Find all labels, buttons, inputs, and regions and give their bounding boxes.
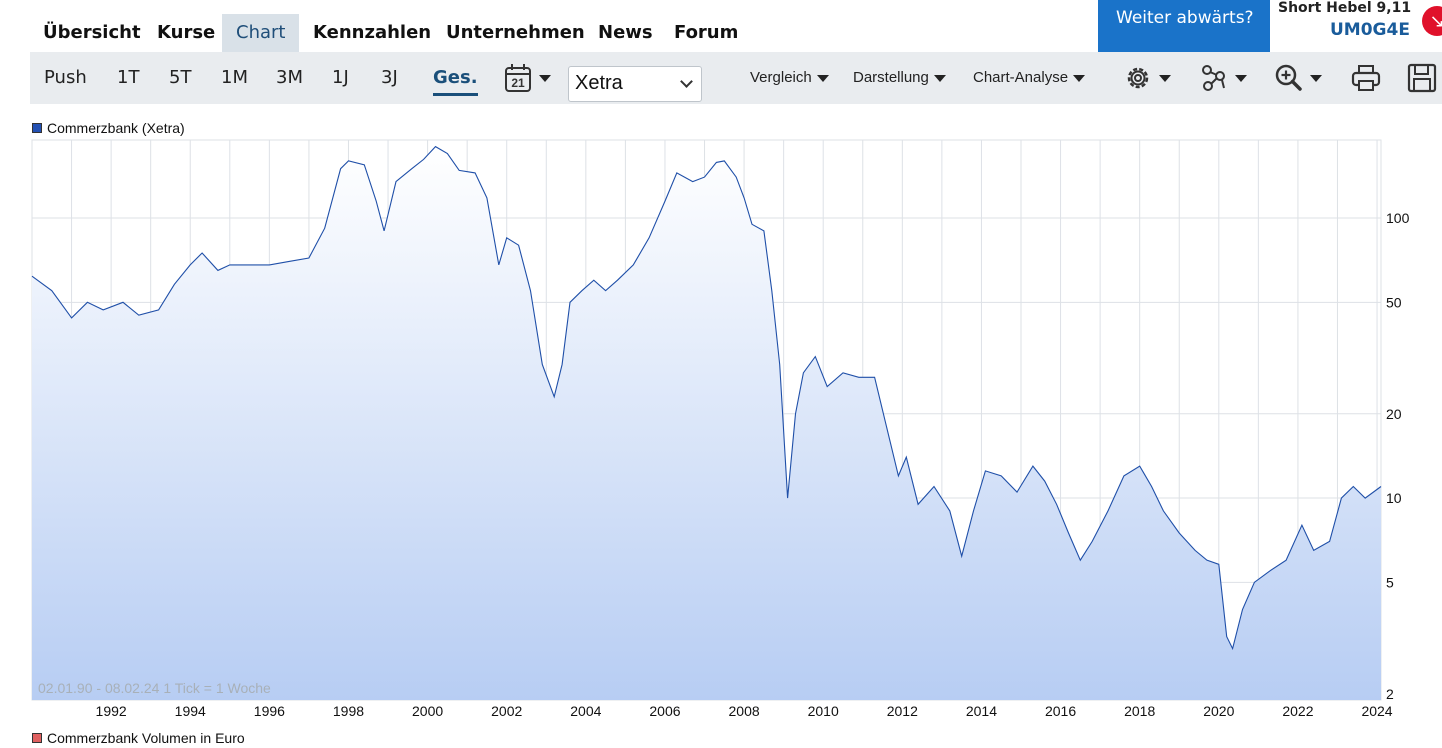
calendar-icon: 21 [505, 64, 531, 92]
x-tick-label: 1998 [333, 703, 364, 719]
series-name: Commerzbank (Xetra) [47, 120, 185, 136]
x-tick-label: 2000 [412, 703, 443, 719]
menu-chart-analyse-label: Chart-Analyse [973, 69, 1069, 86]
x-tick-label: 2010 [808, 703, 839, 719]
settings-icon [1127, 67, 1149, 89]
exchange-select[interactable]: Xetra [568, 66, 702, 102]
x-axis: 1992 1994 1996 1998 2000 2002 2004 2006 2008 2010… [96, 703, 1393, 719]
save-button[interactable] [1406, 62, 1438, 94]
y-tick-label: 20 [1386, 406, 1402, 422]
chevron-down-icon [680, 75, 693, 88]
chart-legend: Commerzbank (Xetra) [32, 120, 185, 136]
range-gesamt[interactable]: Ges. [433, 67, 478, 96]
main-navigation: Übersicht Kurse Chart Kennzahlen Unterne… [0, 0, 1442, 52]
promo-banner[interactable]: Weiter abwärts? [1098, 0, 1270, 52]
menu-chart-analyse[interactable]: Chart-Analyse [973, 69, 1086, 86]
y-axis: 100 50 20 10 5 2 [1386, 210, 1410, 702]
caret-down-icon [1159, 74, 1171, 82]
price-line [31, 145, 1382, 651]
y-tick-label: 5 [1386, 574, 1394, 590]
x-tick-label: 1992 [96, 703, 127, 719]
chart-toolbar: Push 1T 5T 1M 3M 1J 3J Ges. 21 Xetra Ver… [30, 52, 1442, 104]
product-code[interactable]: UM0G4E [1330, 20, 1410, 40]
caret-down-icon [1073, 74, 1086, 82]
range-1j[interactable]: 1J [332, 67, 349, 88]
trend-down-icon: ↘ [1422, 6, 1442, 36]
x-tick-label: 2018 [1124, 703, 1155, 719]
tab-unternehmen[interactable]: Unternehmen [446, 22, 585, 43]
caret-down-icon [933, 74, 946, 82]
range-1t[interactable]: 1T [117, 67, 140, 88]
promo-text[interactable]: Weiter abwärts? [1116, 8, 1254, 28]
tab-uebersicht[interactable]: Übersicht [43, 22, 141, 43]
settings-button[interactable] [1122, 62, 1171, 94]
x-tick-label: 2002 [491, 703, 522, 719]
caret-down-icon [816, 74, 829, 82]
tab-forum[interactable]: Forum [674, 22, 739, 43]
zoom-button[interactable] [1273, 62, 1322, 94]
tab-chart[interactable]: Chart [222, 14, 299, 52]
menu-vergleich-label: Vergleich [750, 69, 812, 86]
x-tick-label: 2008 [729, 703, 760, 719]
caret-down-icon [1310, 74, 1322, 82]
volume-title: Commerzbank Volumen in Euro [47, 730, 245, 746]
x-tick-label: 2012 [887, 703, 918, 719]
x-tick-label: 2004 [570, 703, 601, 719]
chevron-down-icon [539, 74, 551, 82]
tab-news[interactable]: News [598, 22, 653, 43]
volume-color-swatch [32, 733, 42, 743]
range-note: 02.01.90 - 08.02.24 1 Tick = 1 Woche [38, 680, 271, 696]
save-icon [1407, 63, 1437, 93]
print-button[interactable] [1350, 62, 1382, 94]
caret-down-icon [1235, 74, 1247, 82]
x-tick-label: 2020 [1203, 703, 1234, 719]
menu-darstellung[interactable]: Darstellung [853, 69, 946, 86]
x-tick-label: 1996 [254, 703, 285, 719]
x-tick-label: 2024 [1361, 703, 1392, 719]
y-tick-label: 2 [1386, 686, 1394, 702]
y-tick-label: 50 [1386, 294, 1402, 310]
indicators-button[interactable] [1198, 62, 1247, 94]
x-tick-label: 2006 [649, 703, 680, 719]
range-3m[interactable]: 3M [276, 67, 303, 88]
tab-kurse[interactable]: Kurse [157, 22, 216, 43]
x-tick-label: 1994 [175, 703, 206, 719]
range-3j[interactable]: 3J [381, 67, 398, 88]
x-tick-label: 2016 [1045, 703, 1076, 719]
range-1m[interactable]: 1M [221, 67, 248, 88]
volume-legend: Commerzbank Volumen in Euro [32, 730, 245, 746]
x-tick-label: 2022 [1282, 703, 1313, 719]
y-tick-label: 100 [1386, 210, 1410, 226]
print-icon [1351, 65, 1381, 91]
exchange-value: Xetra [575, 72, 623, 94]
range-5t[interactable]: 5T [169, 67, 192, 88]
price-area [32, 146, 1381, 701]
range-push[interactable]: Push [44, 67, 87, 88]
x-tick-label: 2014 [966, 703, 997, 719]
indicators-icon [1202, 65, 1225, 91]
series-color-swatch [32, 123, 42, 133]
date-picker-button[interactable]: 21 [504, 62, 551, 94]
tab-kennzahlen[interactable]: Kennzahlen [313, 22, 432, 43]
y-tick-label: 10 [1386, 490, 1402, 506]
product-title[interactable]: Short Hebel 9,11 [1278, 0, 1412, 16]
calendar-day: 21 [511, 76, 525, 90]
menu-darstellung-label: Darstellung [853, 69, 929, 86]
menu-vergleich[interactable]: Vergleich [750, 69, 829, 86]
product-teaser[interactable]: Short Hebel 9,11 UM0G4E ↘ [1270, 0, 1442, 52]
zoom-icon [1275, 64, 1302, 91]
